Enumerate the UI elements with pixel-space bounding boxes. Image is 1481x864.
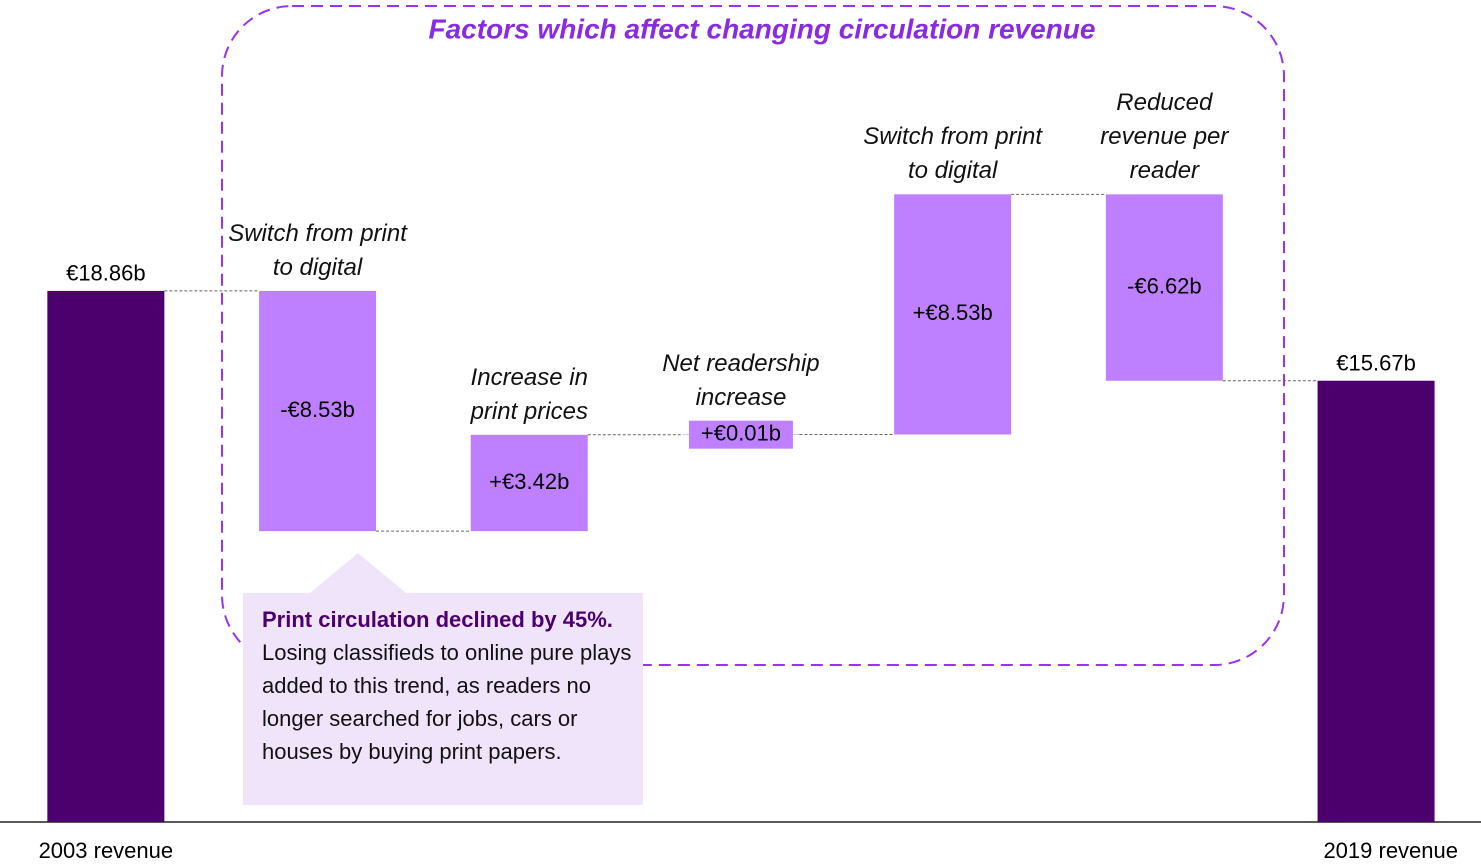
- callout-text: Print circulation declined by 45%. Losin…: [262, 603, 634, 768]
- category-label: Increase in print prices: [470, 363, 588, 425]
- change-bar: [1105, 194, 1223, 381]
- x-tick-label: 2003 revenue: [39, 838, 174, 863]
- callout-bold: Print circulation declined by 45%.: [262, 607, 613, 632]
- group-label: Factors which affect changing circulatio…: [429, 13, 1096, 44]
- value-label: +€0.01b: [701, 420, 781, 445]
- category-label: Switch from print to digital: [228, 219, 407, 281]
- category-label: Switch from print to digital: [863, 123, 1042, 185]
- callout-body: Losing classifieds to online pure plays …: [262, 640, 632, 764]
- value-label: €18.86b: [66, 261, 146, 286]
- value-label: -€8.53b: [280, 397, 355, 422]
- total-bar: [47, 290, 165, 822]
- change-bar: [682, 434, 800, 436]
- callout-pointer: [310, 553, 406, 593]
- category-label: Net readership increase: [662, 349, 820, 411]
- value-label: €15.67b: [1336, 351, 1416, 376]
- value-label: +€3.42b: [489, 469, 569, 494]
- total-bar: [1317, 380, 1435, 822]
- x-tick-label: 2019 revenue: [1323, 838, 1458, 863]
- group-frame: [221, 5, 1285, 666]
- value-label: -€6.62b: [1127, 273, 1202, 298]
- value-label: +€8.53b: [913, 300, 993, 325]
- callout-box: [243, 593, 643, 805]
- change-bar: [259, 290, 377, 532]
- category-label: Reduced revenue per reader: [1100, 89, 1229, 185]
- change-bar: [894, 194, 1012, 435]
- change-bar: [470, 434, 588, 532]
